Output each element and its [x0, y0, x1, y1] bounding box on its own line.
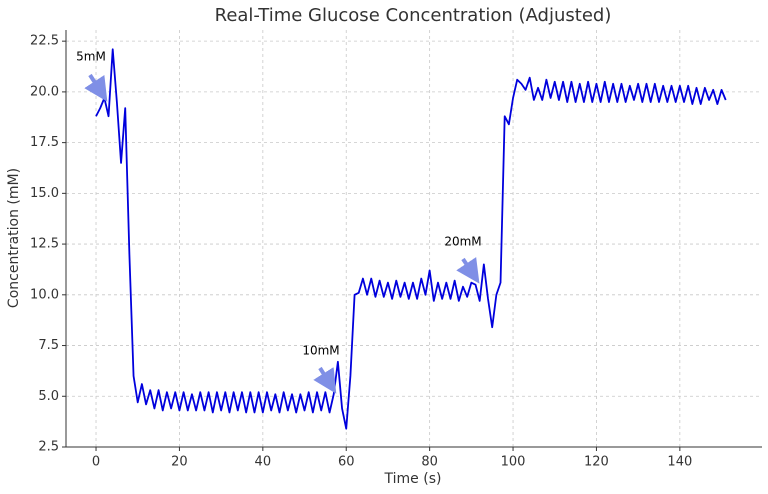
- x-tick-label: 80: [421, 455, 438, 470]
- x-tick-label: 0: [92, 455, 100, 470]
- y-axis-label: Concentration (mM): [6, 168, 22, 308]
- data-line: [95, 48, 727, 430]
- y-tick-label: 5.0: [38, 389, 59, 404]
- annotation: 5mM: [76, 50, 106, 64]
- annotation: 20mM: [444, 235, 481, 249]
- y-tick-label: 7.5: [38, 338, 59, 353]
- x-tick-label: 140: [667, 455, 692, 470]
- y-tick-label: 2.5: [38, 440, 59, 455]
- y-tick-label: 17.5: [30, 135, 59, 150]
- y-tick-label: 20.0: [30, 84, 59, 99]
- y-tick-label: 15.0: [30, 186, 59, 201]
- annotation-arrow: [456, 257, 480, 284]
- annotation-arrow: [313, 366, 337, 394]
- annotation-arrow: [84, 73, 108, 102]
- y-tick-label: 22.5: [30, 34, 59, 49]
- x-tick-label: 120: [584, 455, 609, 470]
- x-tick-label: 100: [501, 455, 526, 470]
- x-tick-label: 60: [338, 455, 355, 470]
- annotation: 10mM: [302, 344, 339, 358]
- chart-title: Real-Time Glucose Concentration (Adjuste…: [215, 5, 612, 26]
- x-tick-label: 20: [171, 455, 188, 470]
- x-tick-label: 40: [255, 455, 272, 470]
- y-tick-label: 12.5: [30, 237, 59, 252]
- x-axis-label: Time (s): [384, 471, 442, 487]
- y-tick-label: 10.0: [30, 287, 59, 302]
